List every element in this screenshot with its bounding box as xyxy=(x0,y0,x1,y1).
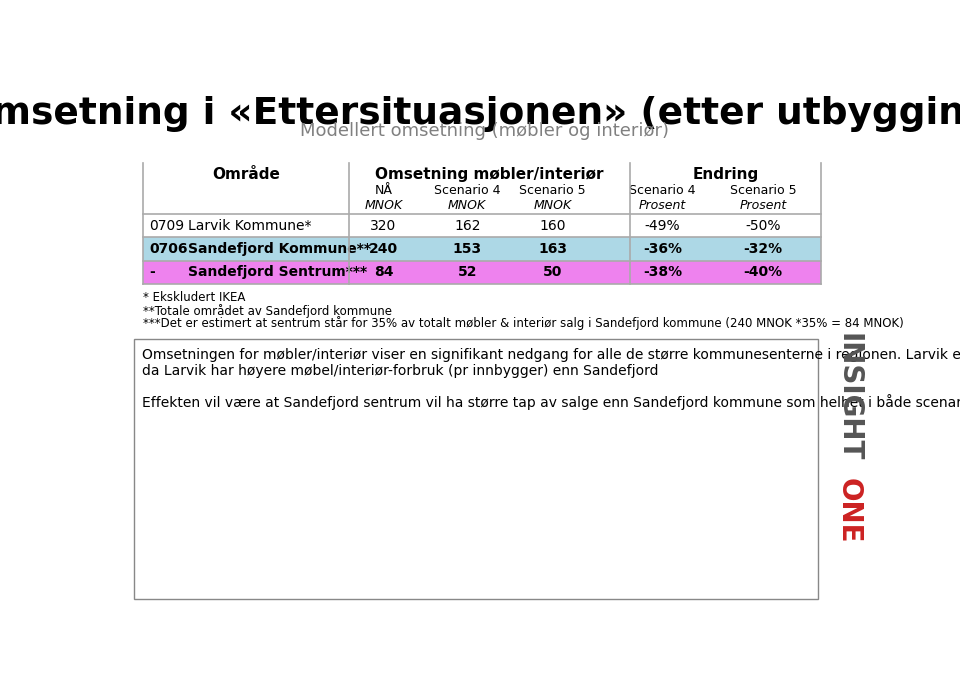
Text: MNOK: MNOK xyxy=(448,199,487,212)
Text: Scenario 4: Scenario 4 xyxy=(434,183,500,196)
Text: Omsetning i «Ettersituasjonen» (etter utbygging): Omsetning i «Ettersituasjonen» (etter ut… xyxy=(0,96,960,132)
Bar xyxy=(143,260,822,284)
Text: Sandefjord Kommune**: Sandefjord Kommune** xyxy=(188,242,372,256)
Text: Omsetningen for møbler/interiør viser en signifikant nedgang for alle de større : Omsetningen for møbler/interiør viser en… xyxy=(142,349,960,362)
Text: Sandefjord Sentrum***: Sandefjord Sentrum*** xyxy=(188,265,368,279)
FancyBboxPatch shape xyxy=(134,339,818,599)
Text: 0709: 0709 xyxy=(150,219,184,233)
Text: 162: 162 xyxy=(454,219,480,233)
Text: -36%: -36% xyxy=(643,242,682,256)
Text: -49%: -49% xyxy=(645,219,681,233)
Text: NÅ: NÅ xyxy=(374,183,393,196)
Text: * Ekskludert IKEA: * Ekskludert IKEA xyxy=(143,291,246,305)
Text: MNOK: MNOK xyxy=(534,199,571,212)
Text: 163: 163 xyxy=(538,242,567,256)
Text: -50%: -50% xyxy=(746,219,781,233)
Text: ONE: ONE xyxy=(834,478,862,544)
Text: Effekten vil være at Sandefjord sentrum vil ha større tap av salge enn Sandefjor: Effekten vil være at Sandefjord sentrum … xyxy=(142,395,960,411)
Text: -38%: -38% xyxy=(643,265,682,279)
Text: -32%: -32% xyxy=(744,242,782,256)
Text: 84: 84 xyxy=(373,265,394,279)
Text: 160: 160 xyxy=(540,219,565,233)
Text: Prosent: Prosent xyxy=(638,199,686,212)
Text: MNOK: MNOK xyxy=(365,199,402,212)
Text: -40%: -40% xyxy=(744,265,782,279)
Text: Endring: Endring xyxy=(692,167,758,182)
Text: Område: Område xyxy=(212,167,280,182)
Text: 240: 240 xyxy=(369,242,398,256)
Bar xyxy=(143,214,822,238)
Text: da Larvik har høyere møbel/interiør-forbruk (pr innbygger) enn Sandefjord: da Larvik har høyere møbel/interiør-forb… xyxy=(142,364,659,378)
Text: Omsetning møbler/interiør: Omsetning møbler/interiør xyxy=(375,167,604,182)
Text: -: - xyxy=(150,265,156,279)
Text: 320: 320 xyxy=(371,219,396,233)
Text: 52: 52 xyxy=(458,265,477,279)
Text: Modellert omsetning (møbler og interiør): Modellert omsetning (møbler og interiør) xyxy=(300,122,669,140)
Text: Larvik Kommune*: Larvik Kommune* xyxy=(188,219,312,233)
Text: Scenario 5: Scenario 5 xyxy=(730,183,797,196)
Text: INSIGHT: INSIGHT xyxy=(834,333,862,462)
Text: **Totale området av Sandefjord kommune: **Totale området av Sandefjord kommune xyxy=(143,304,393,318)
Text: 50: 50 xyxy=(542,265,563,279)
Text: Scenario 4: Scenario 4 xyxy=(629,183,696,196)
Bar xyxy=(143,238,822,260)
Text: ***Det er estimert at sentrum står for 35% av totalt møbler & interiør salg i Sa: ***Det er estimert at sentrum står for 3… xyxy=(143,316,904,330)
Text: 0706: 0706 xyxy=(150,242,188,256)
Text: Prosent: Prosent xyxy=(739,199,787,212)
Text: 153: 153 xyxy=(452,242,482,256)
Text: Scenario 5: Scenario 5 xyxy=(519,183,586,196)
